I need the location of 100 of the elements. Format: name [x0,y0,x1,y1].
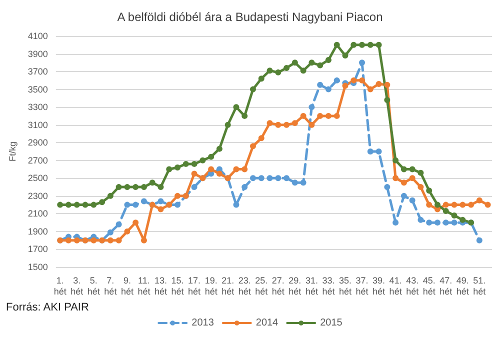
point [107,229,114,236]
point [258,135,264,142]
point [334,112,340,119]
point [334,42,340,48]
point [224,122,231,128]
point [166,166,172,172]
y-tick-label: 3700 [28,66,48,77]
point [74,237,80,244]
point [208,166,214,172]
point [57,202,64,208]
x-tick-label: 3. hét [70,276,84,296]
point [400,192,407,199]
x-tick-label: 7. hét [104,276,118,296]
point [400,166,407,172]
point [418,184,424,190]
point [400,180,407,186]
point [308,60,315,66]
x-tick-label: 13. hét [154,276,168,296]
point [376,42,382,48]
point [384,82,390,88]
point [317,112,324,119]
point [107,237,114,244]
y-tick-label: 1900 [28,226,48,236]
x-tick-label: 29. hét [288,276,302,296]
point [191,160,198,167]
point [325,112,332,119]
point [90,237,97,244]
point [409,197,416,204]
y-axis-title: Ft/kg [8,141,18,162]
point [426,220,432,226]
point [216,170,222,177]
x-tick-label: 47. hét [440,276,453,296]
point [132,220,139,226]
point [250,143,256,150]
point [451,202,458,208]
point [451,212,458,218]
y-tick-label: 2300 [28,190,48,201]
point [107,192,114,199]
point [174,192,181,199]
point [124,202,130,208]
point [233,166,240,172]
point [342,82,348,89]
point [158,184,164,190]
point [158,198,164,204]
point [334,77,340,84]
point [376,148,382,154]
point [367,42,374,48]
point [149,180,156,186]
point [317,62,324,68]
point [418,170,424,176]
x-tick-label: 45. hét [422,276,436,296]
x-tick-label: 33. hét [322,276,336,296]
x-tick-label: 23. hét [238,276,252,296]
point [359,42,366,48]
point [284,64,290,71]
point [392,157,399,164]
point [275,69,282,76]
point [250,175,256,182]
point [468,202,474,208]
x-tick-label: 11. hét [138,276,151,296]
point [66,202,72,208]
legend-label: 2013 [192,318,214,328]
x-tick-label: 31. hét [305,276,318,296]
point [74,202,80,208]
point [418,216,424,223]
point [258,175,264,182]
text: Forrás: AKI PAIR [6,302,89,314]
point [359,60,366,66]
point [460,202,466,208]
point [460,216,466,223]
point [409,175,416,182]
point [174,202,181,208]
x-tick-label: 49. hét [456,276,470,296]
point [132,184,139,190]
point [292,60,298,66]
point [325,56,332,63]
point [426,202,432,208]
point [275,122,282,128]
point [250,86,256,92]
point [208,154,214,160]
x-tick-label: 39. hét [372,276,386,296]
legend-label: 2014 [256,318,279,328]
point [124,184,130,190]
x-tick-label: 35. hét [338,276,352,296]
point [434,220,440,226]
point [242,184,248,190]
point [266,68,273,74]
point [350,42,357,48]
point [116,237,122,244]
point [191,170,198,177]
point [350,77,357,84]
point [442,208,449,214]
x-tick-label: 27. hét [272,276,285,296]
y-tick-label: 4100 [28,31,48,41]
point [140,237,147,244]
point [124,228,130,234]
point [300,112,306,119]
x-tick-label: 9. hét [120,276,134,296]
point [233,104,240,110]
point [426,188,432,194]
